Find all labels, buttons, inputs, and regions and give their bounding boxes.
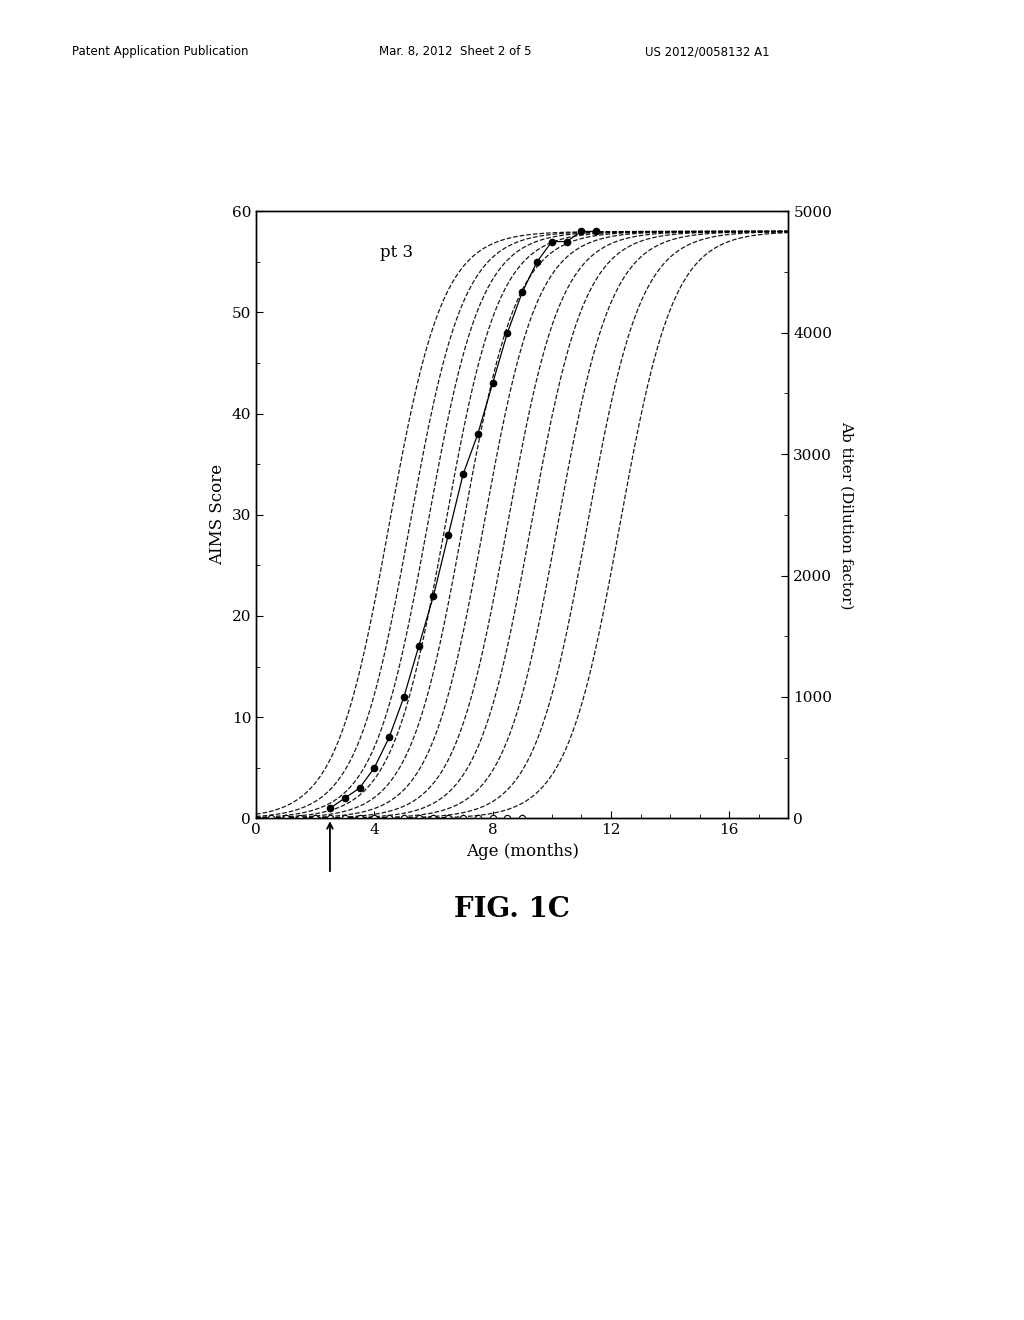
- Text: US 2012/0058132 A1: US 2012/0058132 A1: [645, 45, 770, 58]
- Text: Patent Application Publication: Patent Application Publication: [72, 45, 248, 58]
- Text: FIG. 1C: FIG. 1C: [454, 896, 570, 924]
- Text: pt 3: pt 3: [380, 244, 414, 261]
- X-axis label: Age (months): Age (months): [466, 842, 579, 859]
- Y-axis label: Ab titer (Dilution factor): Ab titer (Dilution factor): [840, 421, 853, 609]
- Y-axis label: AIMS Score: AIMS Score: [209, 465, 226, 565]
- Text: Mar. 8, 2012  Sheet 2 of 5: Mar. 8, 2012 Sheet 2 of 5: [379, 45, 531, 58]
